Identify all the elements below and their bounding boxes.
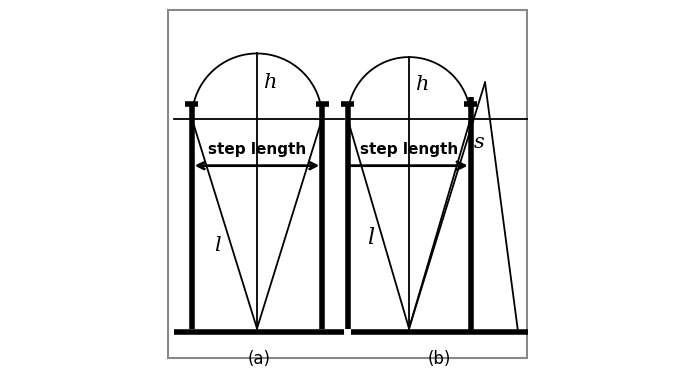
Text: step length: step length bbox=[360, 142, 458, 157]
Text: l: l bbox=[214, 236, 221, 255]
Text: (b): (b) bbox=[428, 350, 452, 368]
Text: l: l bbox=[368, 227, 375, 249]
Text: h: h bbox=[264, 73, 278, 92]
Text: (a): (a) bbox=[247, 350, 270, 368]
Text: h: h bbox=[416, 75, 430, 94]
Text: s: s bbox=[474, 133, 485, 152]
Text: step length: step length bbox=[208, 142, 306, 157]
